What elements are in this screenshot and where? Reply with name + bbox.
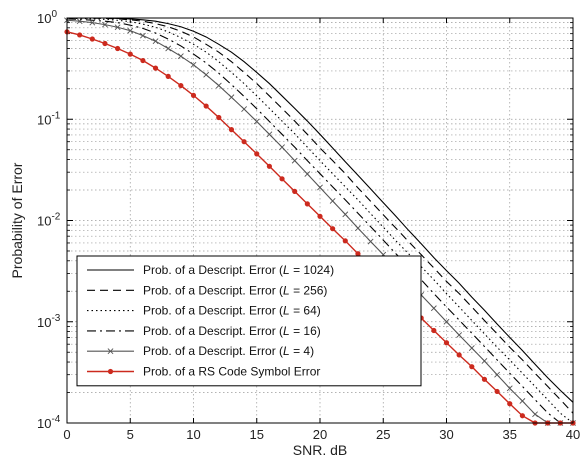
data-point-dot	[203, 103, 209, 109]
legend-label: Prob. of a Descript. Error (L = 4)	[143, 344, 314, 358]
legend-label: Prob. of a Descript. Error (L = 64)	[143, 304, 321, 318]
data-point-x	[139, 32, 146, 39]
series-0	[67, 17, 574, 403]
data-point-x	[519, 398, 526, 404]
legend-label: Prob. of a Descript. Error (L = 1024)	[143, 263, 334, 277]
data-point-dot	[292, 188, 298, 194]
data-point-dot	[507, 401, 513, 407]
data-point-dot	[456, 352, 462, 358]
data-point-x	[468, 345, 475, 351]
data-point-x	[241, 106, 248, 113]
data-point-x	[355, 225, 361, 232]
data-point-dot	[140, 57, 146, 64]
data-point-dot	[178, 82, 184, 89]
data-point-dot	[152, 65, 159, 71]
data-point-x	[215, 82, 222, 89]
data-point-dot	[216, 114, 222, 121]
data-point-dot	[77, 32, 83, 38]
data-point-x	[317, 184, 323, 191]
y-tick-label: 100	[37, 9, 57, 26]
y-tick-label: 10-2	[37, 212, 61, 229]
x-tick-label: 10	[186, 427, 200, 442]
legend-label: Prob. of a RS Code Symbol Error	[143, 365, 320, 379]
data-point-dot	[494, 388, 500, 395]
data-point-x	[481, 358, 488, 364]
data-point-dot	[443, 340, 450, 346]
data-point-x	[304, 171, 311, 177]
data-point-x	[89, 19, 96, 26]
data-point-dot	[127, 51, 133, 57]
legend-marker-dot	[107, 368, 114, 375]
data-point-dot	[317, 213, 323, 219]
data-point-x	[152, 38, 159, 45]
x-tick-label: 15	[250, 427, 264, 442]
data-point-x	[177, 53, 184, 60]
series-1	[67, 17, 574, 414]
data-point-x	[127, 27, 134, 34]
data-point-dot	[519, 413, 526, 419]
x-tick-label: 25	[376, 427, 390, 442]
data-point-x	[165, 45, 172, 52]
x-tick-label: 40	[566, 427, 580, 442]
data-point-dot	[165, 73, 171, 79]
series-line	[67, 17, 574, 403]
y-tick-label: 10-1	[37, 110, 61, 127]
y-tick-label: 10-4	[37, 414, 61, 431]
data-point-x	[253, 118, 260, 125]
x-tick-label: 35	[503, 427, 517, 442]
data-point-x	[494, 371, 501, 378]
y-tick-label: 10-3	[37, 313, 61, 330]
x-tick-label: 30	[439, 427, 453, 442]
plot-frame	[66, 17, 574, 424]
series-3	[66, 18, 573, 424]
data-point-x	[279, 144, 285, 151]
data-point-dot	[115, 45, 121, 52]
data-point-x	[114, 24, 121, 31]
data-point-dot	[279, 176, 285, 182]
data-point-x	[367, 238, 374, 245]
data-point-x	[329, 198, 336, 204]
data-point-x	[76, 18, 83, 25]
data-point-dot	[330, 226, 336, 232]
data-point-x	[532, 411, 538, 418]
data-point-dot	[431, 327, 437, 334]
data-point-dot	[469, 364, 475, 370]
legend-marker-x	[107, 348, 114, 355]
data-point-x	[443, 318, 450, 325]
x-tick-label: 5	[127, 427, 134, 442]
data-point-dot	[228, 127, 235, 133]
data-point-dot	[342, 238, 348, 244]
y-axis-label: Probability of Error	[9, 162, 25, 278]
legend-box	[76, 255, 422, 387]
data-point-dot	[304, 201, 310, 207]
series-line	[66, 18, 573, 424]
data-point-x	[430, 305, 437, 312]
data-point-x	[342, 211, 349, 218]
legend: Prob. of a Descript. Error (L = 1024) Pro…	[76, 255, 422, 387]
data-point-x	[291, 157, 298, 164]
data-point-x	[203, 71, 210, 78]
data-point-dot	[266, 163, 272, 169]
data-point-dot	[254, 151, 260, 157]
data-point-x	[102, 21, 108, 28]
legend-label: Prob. of a Descript. Error (L = 256)	[143, 283, 327, 297]
data-point-x	[456, 332, 463, 338]
data-point-x	[266, 131, 273, 138]
legend-label: Prob. of a Descript. Error (L = 16)	[143, 324, 321, 338]
data-point-x	[190, 61, 197, 68]
data-point-x	[228, 94, 235, 101]
x-tick-label: 0	[63, 427, 70, 442]
data-point-x	[506, 385, 513, 392]
series-line	[67, 17, 574, 414]
data-point-dot	[89, 36, 95, 42]
series-lines	[64, 17, 576, 426]
data-point-dot	[102, 40, 108, 47]
x-tick-label: 20	[313, 427, 327, 442]
data-point-dot	[190, 92, 197, 99]
data-point-dot	[241, 139, 247, 145]
x-axis-label: SNR, dB	[293, 442, 347, 455]
data-point-dot	[481, 376, 488, 382]
data-point-dot	[355, 251, 361, 257]
